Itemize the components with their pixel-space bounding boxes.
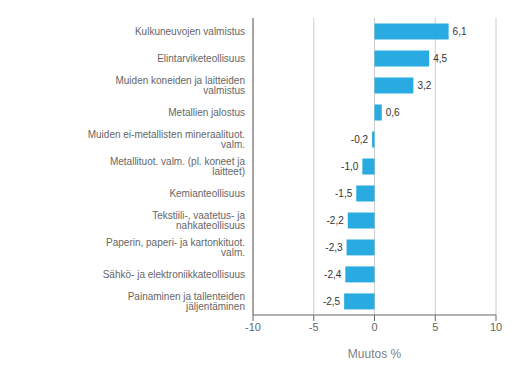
svg-text:Paperin, paperi- ja kartonkitu: Paperin, paperi- ja kartonkituot.valm. — [106, 237, 245, 258]
svg-text:6,1: 6,1 — [453, 26, 467, 37]
svg-text:Metallituot. valm. (pl. koneet: Metallituot. valm. (pl. koneet jalaittee… — [110, 156, 245, 177]
svg-text:10: 10 — [490, 321, 502, 333]
svg-text:0: 0 — [371, 321, 377, 333]
svg-text:0,6: 0,6 — [386, 107, 400, 118]
svg-text:Painaminen ja tallenteidenjälj: Painaminen ja tallenteidenjäljentäminen — [128, 291, 245, 312]
svg-text:-1,5: -1,5 — [335, 188, 353, 199]
svg-text:Elintarviketeollisuus: Elintarviketeollisuus — [157, 53, 245, 64]
svg-text:-2,3: -2,3 — [325, 242, 343, 253]
svg-text:-2,4: -2,4 — [324, 269, 342, 280]
svg-text:Metallien jalostus: Metallien jalostus — [168, 107, 245, 118]
svg-text:Muiden ei-metallisten mineraal: Muiden ei-metallisten mineraalituot.valm… — [88, 129, 245, 150]
svg-text:-5: -5 — [309, 321, 319, 333]
svg-text:Tekstiili-, vaatetus- janahkat: Tekstiili-, vaatetus- janahkateollisuus — [152, 210, 245, 231]
svg-text:-2,2: -2,2 — [327, 215, 345, 226]
svg-text:Muiden koneiden ja laitteidenv: Muiden koneiden ja laitteidenvalmistus — [115, 75, 245, 96]
svg-text:3,2: 3,2 — [417, 80, 431, 91]
svg-text:-0,2: -0,2 — [351, 134, 369, 145]
svg-text:Kulkuneuvojen valmistus: Kulkuneuvojen valmistus — [135, 26, 245, 37]
svg-text:4,5: 4,5 — [433, 53, 447, 64]
svg-text:Muutos %: Muutos % — [348, 347, 402, 361]
svg-text:Kemianteollisuus: Kemianteollisuus — [169, 188, 245, 199]
svg-text:5: 5 — [432, 321, 438, 333]
svg-text:-2,5: -2,5 — [323, 296, 341, 307]
svg-text:-10: -10 — [245, 321, 261, 333]
svg-text:-1,0: -1,0 — [341, 161, 359, 172]
svg-text:Sähkö- ja elektroniikkateollis: Sähkö- ja elektroniikkateollisuus — [103, 269, 245, 280]
